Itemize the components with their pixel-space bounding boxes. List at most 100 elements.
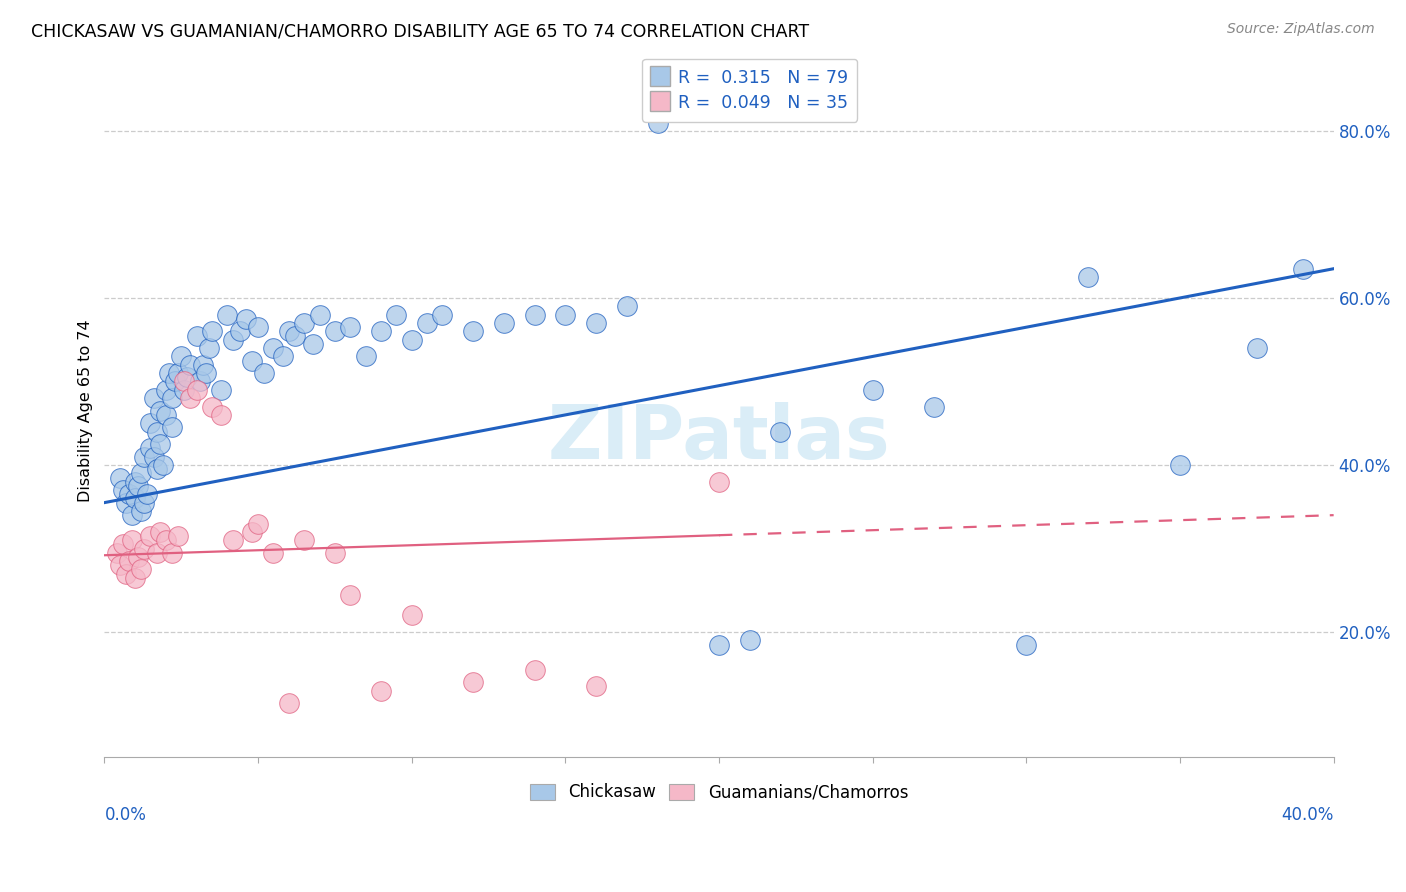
Point <box>271 350 294 364</box>
Point <box>262 546 284 560</box>
Text: 0.0%: 0.0% <box>104 806 146 824</box>
Point <box>201 324 224 338</box>
Point <box>139 529 162 543</box>
Point <box>292 533 315 548</box>
Text: Source: ZipAtlas.com: Source: ZipAtlas.com <box>1227 22 1375 37</box>
Point <box>339 320 361 334</box>
Point <box>401 333 423 347</box>
Point <box>492 316 515 330</box>
Point <box>339 587 361 601</box>
Point <box>152 458 174 472</box>
Point <box>191 358 214 372</box>
Point <box>277 696 299 710</box>
Point <box>134 541 156 556</box>
Point <box>292 316 315 330</box>
Point <box>149 437 172 451</box>
Point <box>134 450 156 464</box>
Point <box>217 308 239 322</box>
Point <box>139 417 162 431</box>
Point <box>194 366 217 380</box>
Point <box>235 311 257 326</box>
Point <box>149 403 172 417</box>
Point <box>179 358 201 372</box>
Point <box>323 546 346 560</box>
Point <box>108 558 131 573</box>
Point <box>129 467 152 481</box>
Point <box>302 337 325 351</box>
Point <box>354 350 377 364</box>
Point <box>167 529 190 543</box>
Point <box>124 491 146 506</box>
Point <box>186 383 208 397</box>
Point <box>769 425 792 439</box>
Point <box>105 546 128 560</box>
Point <box>167 366 190 380</box>
Point <box>108 470 131 484</box>
Point <box>127 479 149 493</box>
Point <box>463 675 485 690</box>
Point <box>1168 458 1191 472</box>
Text: CHICKASAW VS GUAMANIAN/CHAMORRO DISABILITY AGE 65 TO 74 CORRELATION CHART: CHICKASAW VS GUAMANIAN/CHAMORRO DISABILI… <box>31 22 808 40</box>
Point <box>432 308 454 322</box>
Point <box>523 308 546 322</box>
Point <box>124 571 146 585</box>
Point <box>160 391 183 405</box>
Point <box>173 375 195 389</box>
Point <box>240 353 263 368</box>
Point <box>157 366 180 380</box>
Point <box>149 524 172 539</box>
Point <box>616 299 638 313</box>
Point <box>647 115 669 129</box>
Point <box>145 462 167 476</box>
Point <box>198 341 221 355</box>
Point <box>173 383 195 397</box>
Y-axis label: Disability Age 65 to 74: Disability Age 65 to 74 <box>79 319 93 502</box>
Point <box>323 324 346 338</box>
Text: ZIPatlas: ZIPatlas <box>548 402 890 475</box>
Point <box>186 328 208 343</box>
Point <box>160 420 183 434</box>
Point <box>127 549 149 564</box>
Point <box>707 638 730 652</box>
Point <box>1292 261 1315 276</box>
Point <box>121 533 143 548</box>
Point <box>142 391 165 405</box>
Point <box>308 308 330 322</box>
Point <box>222 533 245 548</box>
Point <box>111 537 134 551</box>
Point <box>136 487 159 501</box>
Point <box>262 341 284 355</box>
Point <box>370 683 392 698</box>
Point <box>554 308 576 322</box>
Point <box>170 350 193 364</box>
Point <box>129 504 152 518</box>
Point <box>155 383 177 397</box>
Point <box>862 383 884 397</box>
Point <box>145 546 167 560</box>
Point <box>160 546 183 560</box>
Point <box>118 487 141 501</box>
Point <box>523 663 546 677</box>
Point <box>585 316 607 330</box>
Point <box>115 566 138 581</box>
Point <box>240 524 263 539</box>
Point <box>179 391 201 405</box>
Point <box>922 400 945 414</box>
Point <box>155 533 177 548</box>
Point <box>385 308 408 322</box>
Point <box>188 375 211 389</box>
Point <box>222 333 245 347</box>
Point <box>209 408 232 422</box>
Point <box>247 516 270 531</box>
Point <box>145 425 167 439</box>
Point <box>118 554 141 568</box>
Point <box>209 383 232 397</box>
Point <box>401 608 423 623</box>
Point <box>247 320 270 334</box>
Point <box>370 324 392 338</box>
Point <box>124 475 146 489</box>
Point <box>416 316 439 330</box>
Point <box>115 495 138 509</box>
Point <box>134 495 156 509</box>
Point <box>165 375 187 389</box>
